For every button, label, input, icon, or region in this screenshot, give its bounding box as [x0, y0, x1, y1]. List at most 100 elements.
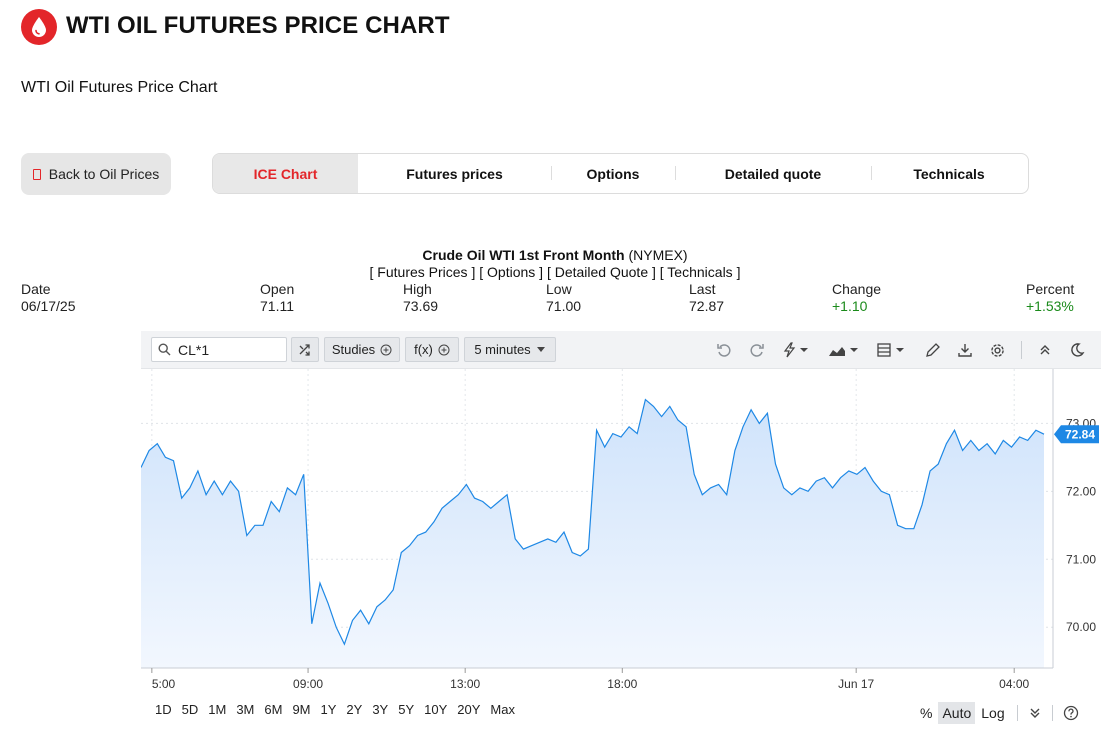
link-technicals[interactable]: [ Technicals ] — [659, 264, 741, 280]
redo-icon[interactable] — [746, 339, 768, 361]
price-line — [141, 398, 1045, 646]
log-scale-button[interactable]: Log — [981, 705, 1005, 721]
range-button-5y[interactable]: 5Y — [398, 702, 415, 717]
low-value: 71.00 — [546, 298, 582, 314]
interval-label: 5 minutes — [474, 342, 531, 357]
high-value: 73.69 — [403, 298, 439, 314]
chart-toolbar: Studies f(x) 5 minutes — [141, 331, 1101, 369]
function-label: f(x) — [414, 342, 433, 357]
percent-label: Percent — [1026, 281, 1075, 297]
tab-label: Options — [586, 165, 640, 182]
range-button-3y[interactable]: 3Y — [372, 702, 389, 717]
scale-controls: % Auto Log — [916, 700, 1079, 726]
quote-name: Crude Oil WTI 1st Front Month — [422, 247, 625, 263]
studies-button[interactable]: Studies — [324, 337, 400, 362]
symbol-search — [151, 337, 287, 362]
tab-ice-chart[interactable]: ICE Chart — [213, 154, 358, 193]
range-button-max[interactable]: Max — [490, 702, 515, 717]
tab-bar: ICE Chart Futures prices Options Detaile… — [212, 153, 1029, 194]
range-button-9m[interactable]: 9M — [292, 702, 311, 717]
lightning-menu-icon[interactable] — [779, 339, 813, 361]
range-button-1m[interactable]: 1M — [208, 702, 227, 717]
range-button-10y[interactable]: 10Y — [424, 702, 448, 717]
tab-futures-prices[interactable]: Futures prices — [358, 154, 551, 193]
oil-drop-icon — [32, 17, 46, 37]
change-value: +1.10 — [832, 298, 868, 314]
price-chart[interactable]: 5:00 09:00 13:00 18:00 Jun 17 04:00 70.00 71.0… — [141, 369, 1101, 699]
x-tick-label: 09:00 — [293, 677, 323, 691]
y-tick-label: 71.00 — [1066, 552, 1096, 566]
range-button-5d[interactable]: 5D — [181, 702, 199, 717]
x-tick-label: 04:00 — [999, 677, 1029, 691]
range-button-20y[interactable]: 20Y — [457, 702, 481, 717]
link-options[interactable]: [ Options ] — [479, 264, 544, 280]
pencil-icon[interactable] — [922, 339, 944, 361]
auto-scale-button[interactable]: Auto — [938, 702, 976, 724]
back-icon — [32, 168, 41, 180]
open-value: 71.11 — [260, 298, 294, 314]
date-label: Date — [21, 281, 51, 297]
undo-icon[interactable] — [713, 339, 735, 361]
function-button[interactable]: f(x) — [405, 337, 459, 362]
dark-mode-icon[interactable] — [1066, 339, 1088, 361]
last-label: Last — [689, 281, 716, 297]
collapse-up-icon[interactable] — [1034, 339, 1056, 361]
last-price-label: 72.84 — [1065, 428, 1095, 442]
settings-gear-icon[interactable] — [986, 339, 1008, 361]
y-tick-label: 70.00 — [1066, 620, 1096, 634]
link-detailed-quote[interactable]: [ Detailed Quote ] — [546, 264, 656, 280]
tab-label: Technicals — [913, 165, 985, 182]
tab-label: ICE Chart — [253, 165, 318, 182]
range-button-6m[interactable]: 6M — [264, 702, 283, 717]
back-to-oil-prices-button[interactable]: Back to Oil Prices — [21, 153, 171, 195]
high-label: High — [403, 281, 432, 297]
last-price-badge — [1054, 425, 1099, 444]
link-futures-prices[interactable]: [ Futures Prices ] — [369, 264, 476, 280]
download-icon[interactable] — [954, 339, 976, 361]
add-circle-icon — [438, 344, 450, 355]
open-label: Open — [260, 281, 295, 297]
percent-value: +1.53% — [1026, 298, 1074, 314]
x-tick-label: 18:00 — [607, 677, 637, 691]
x-tick-label: 5:00 — [152, 677, 176, 691]
page-title: WTI OIL FUTURES PRICE CHART — [66, 12, 450, 39]
quote-links: [ Futures Prices ] [ Options ] [ Detaile… — [0, 264, 1110, 280]
tab-technicals[interactable]: Technicals — [871, 154, 1027, 193]
x-tick-label: 13:00 — [450, 677, 480, 691]
compare-button[interactable] — [291, 337, 319, 362]
range-selector: 1D 5D 1M 3M 6M 9M 1Y 2Y 3Y 5Y 10Y 20Y Max — [150, 702, 520, 726]
caret-down-icon — [536, 346, 545, 352]
tab-label: Futures prices — [406, 165, 503, 182]
help-icon[interactable] — [1063, 705, 1079, 721]
chart-type-icon[interactable] — [827, 339, 861, 361]
scale-divider — [1051, 705, 1053, 721]
x-tick-label: Jun 17 — [838, 677, 874, 691]
tab-options[interactable]: Options — [551, 154, 675, 193]
add-circle-icon — [380, 344, 392, 355]
page-subtitle: WTI Oil Futures Price Chart — [21, 79, 218, 96]
range-button-1d[interactable]: 1D — [155, 702, 172, 717]
studies-label: Studies — [331, 342, 376, 357]
last-value: 72.87 — [689, 298, 725, 314]
toolbar-divider — [1021, 341, 1022, 359]
layout-menu-icon[interactable] — [874, 339, 910, 361]
tab-label: Detailed quote — [724, 165, 822, 182]
tab-detailed-quote[interactable]: Detailed quote — [675, 154, 871, 193]
scale-divider — [1016, 705, 1018, 721]
range-button-3m[interactable]: 3M — [236, 702, 255, 717]
y-tick-label: 72.00 — [1066, 484, 1096, 498]
range-button-2y[interactable]: 2Y — [346, 702, 363, 717]
shuffle-icon — [299, 343, 310, 356]
brand-logo — [21, 9, 57, 45]
percent-scale-button[interactable]: % — [920, 705, 933, 721]
change-label: Change — [832, 281, 882, 297]
low-label: Low — [546, 281, 572, 297]
quote-exchange: (NYMEX) — [628, 247, 688, 263]
interval-dropdown[interactable]: 5 minutes — [464, 337, 556, 362]
price-area — [141, 399, 1044, 668]
date-value: 06/17/25 — [21, 298, 76, 314]
symbol-input[interactable] — [178, 341, 278, 358]
search-icon — [158, 343, 171, 356]
range-button-1y[interactable]: 1Y — [320, 702, 337, 717]
collapse-down-icon[interactable] — [1028, 706, 1042, 720]
